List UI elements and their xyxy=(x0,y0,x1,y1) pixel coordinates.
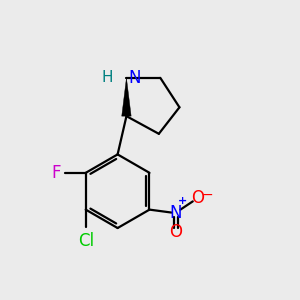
Text: −: − xyxy=(201,188,213,202)
Text: +: + xyxy=(178,196,187,206)
Text: Cl: Cl xyxy=(78,232,94,250)
Text: O: O xyxy=(192,189,205,207)
Polygon shape xyxy=(122,78,131,116)
Text: O: O xyxy=(169,223,182,241)
Text: F: F xyxy=(51,164,61,182)
Text: N: N xyxy=(128,69,140,87)
Text: N: N xyxy=(170,204,182,222)
Text: H: H xyxy=(102,70,113,86)
